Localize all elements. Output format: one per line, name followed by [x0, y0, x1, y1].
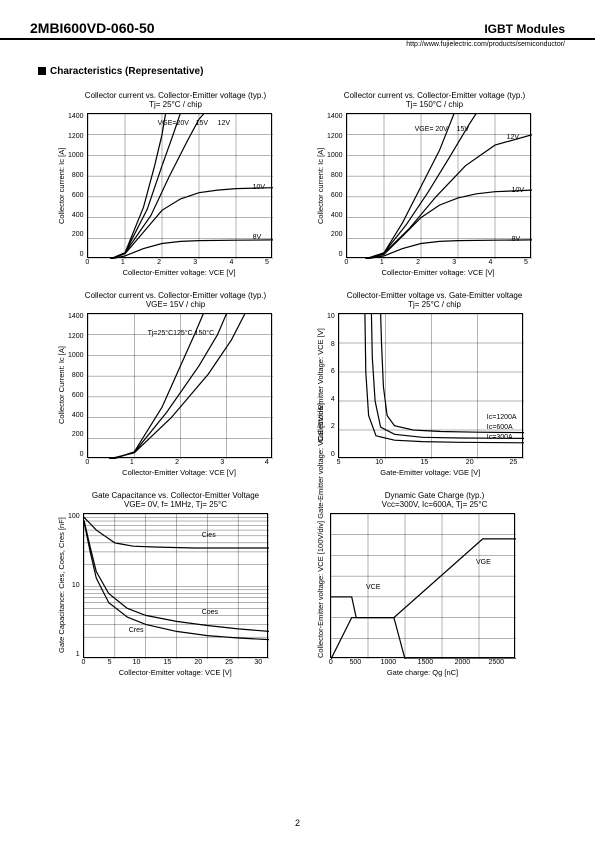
part-number: 2MBI600VD-060-50	[30, 20, 155, 36]
y-ticks: 1400120010008006004002000	[68, 113, 87, 258]
x-ticks: 01234	[87, 458, 272, 466]
curve-label: Cres	[129, 627, 144, 634]
curve-label: 10V	[253, 184, 265, 191]
chart: Gate Capacitance vs. Collector-Emitter V…	[55, 491, 296, 677]
x-ticks: 012345	[87, 258, 272, 266]
chart-title: Dynamic Gate Charge (typ.)Vcc=300V, Ic=6…	[314, 491, 555, 511]
x-axis-label: Gate-Emitter voltage: VGE [V]	[338, 466, 523, 477]
plot-area: Cies Coes Cres	[83, 513, 268, 658]
curve-label: 8V	[253, 234, 262, 241]
category: IGBT Modules	[484, 22, 565, 36]
chart: Dynamic Gate Charge (typ.)Vcc=300V, Ic=6…	[314, 491, 555, 677]
chart-title: Collector current vs. Collector-Emitter …	[314, 91, 555, 111]
curve-label: 15V	[457, 126, 469, 133]
curve-label: Tj=25°C125°C 150°C	[148, 330, 215, 337]
curve-label: 12V	[507, 134, 519, 141]
plot-area: VGE= 20V 15V 12V 10V 8V	[346, 113, 531, 258]
curve-label: 8V	[512, 236, 521, 243]
x-ticks: 510152025	[338, 458, 523, 466]
curve-label: VCE	[366, 584, 380, 591]
curve-label: Ic=1200A	[487, 414, 517, 421]
section-title: Characteristics (Representative)	[0, 48, 595, 83]
curve-label: Ic=600A	[487, 424, 513, 431]
x-ticks: 012345	[346, 258, 531, 266]
x-axis-label: Collector-Emitter voltage: VCE [V]	[83, 666, 268, 677]
y-ticks: 1086420	[327, 313, 338, 458]
square-bullet-icon	[38, 67, 46, 75]
chart: Collector current vs. Collector-Emitter …	[55, 291, 296, 477]
y-axis-label: Collector current: Ic [A]	[314, 113, 327, 258]
curve-label: Ic=300A	[487, 434, 513, 441]
curve-label: 12V	[218, 120, 230, 127]
x-axis-label: Collector-Emitter voltage: VCE [V]	[87, 266, 272, 277]
page-number: 2	[0, 818, 595, 828]
chart-title: Collector-Emitter voltage vs. Gate-Emitt…	[314, 291, 555, 311]
x-ticks: 051015202530	[83, 658, 268, 666]
y-axis-label: Collector Current: Ic [A]	[55, 313, 68, 458]
page-header: 2MBI600VD-060-50 IGBT Modules	[0, 0, 595, 40]
plot-area: Ic=1200A Ic=600A Ic=300A	[338, 313, 523, 458]
chart-title: Collector current vs. Collector-Emitter …	[55, 291, 296, 311]
plot-area: VGE=20V 15V 12V 10V 8V	[87, 113, 272, 258]
y-axis-label: Gate Capacitance: Cies, Coes, Cres [nF]	[55, 513, 68, 658]
y-axis-label: Collector-Emitter voltage: VCE [100V/div…	[314, 513, 327, 658]
curve-label: VGE	[476, 559, 491, 566]
x-axis-label: Collector-Emitter voltage: VCE [V]	[346, 266, 531, 277]
y-axis-label: Collector current: Ic [A]	[55, 113, 68, 258]
charts-grid: Collector current vs. Collector-Emitter …	[0, 83, 595, 677]
plot-area: Tj=25°C125°C 150°C	[87, 313, 272, 458]
chart: Collector current vs. Collector-Emitter …	[314, 91, 555, 277]
y-ticks: 1400120010008006004002000	[327, 113, 346, 258]
plot-area: VCE VGE	[330, 513, 515, 658]
curve-label: Coes	[202, 609, 218, 616]
chart-title: Collector current vs. Collector-Emitter …	[55, 91, 296, 111]
header-url: http://www.fujielectric.com/products/sem…	[0, 40, 595, 48]
x-axis-label: Collector-Emitter Voltage: VCE [V]	[87, 466, 272, 477]
curve-label: 10V	[512, 187, 524, 194]
chart: Collector current vs. Collector-Emitter …	[55, 91, 296, 277]
curve-label: Cies	[202, 532, 216, 539]
curve-label: VGE= 20V	[415, 126, 448, 133]
chart: Collector-Emitter voltage vs. Gate-Emitt…	[314, 291, 555, 477]
curve-label: VGE=20V	[158, 120, 189, 127]
x-ticks: 05001000150020002500	[330, 658, 515, 666]
y-ticks: 100101	[68, 513, 83, 658]
x-axis-label: Gate charge: Qg [nC]	[330, 666, 515, 677]
chart-title: Gate Capacitance vs. Collector-Emitter V…	[55, 491, 296, 511]
curve-label: 15V	[196, 120, 208, 127]
y-ticks: 1400120010008006004002000	[68, 313, 87, 458]
